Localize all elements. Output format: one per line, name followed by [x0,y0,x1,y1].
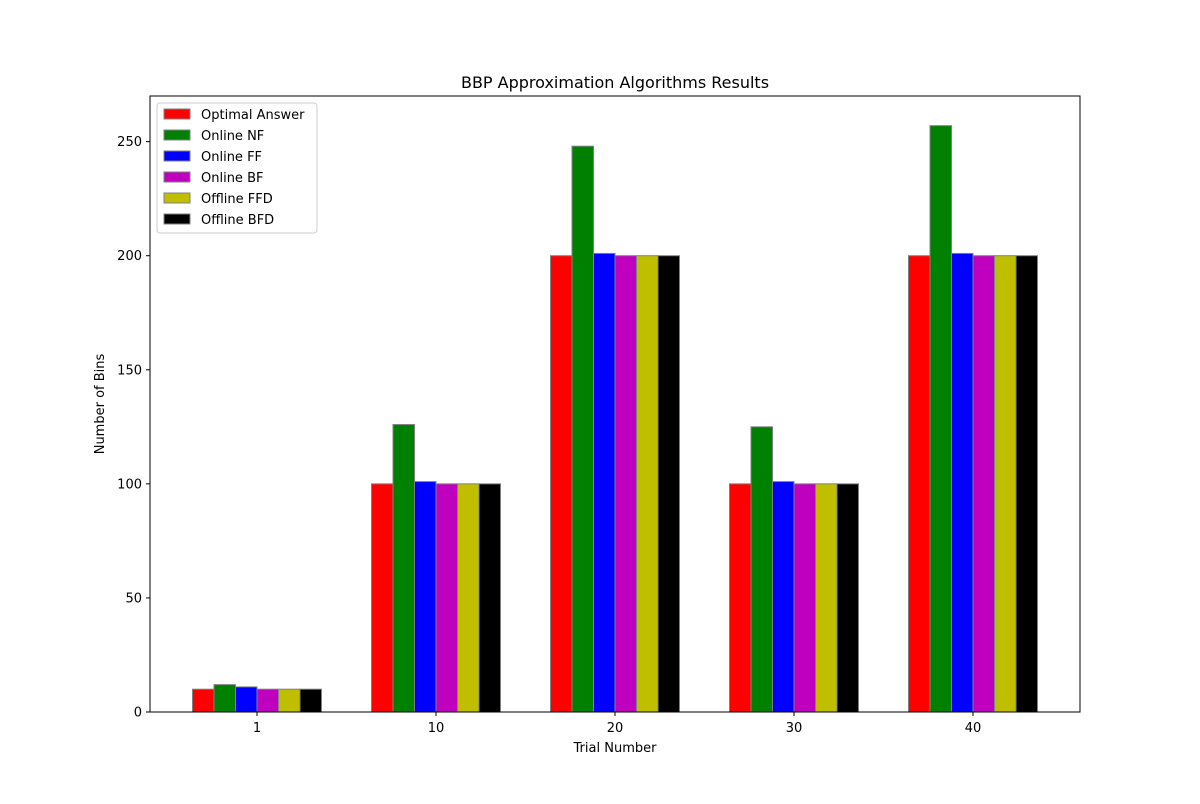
bar-online-nf-30 [750,426,773,713]
y-tick-label: 200 [117,249,142,264]
y-axis-label: Number of Bins [93,353,108,454]
x-tick-label: 1 [253,721,261,736]
x-axis-label: Trial Number [573,741,658,756]
bar-offline-ffd-40 [994,255,1017,713]
bars-group [192,125,1038,713]
bar-online-ff-1 [235,686,258,713]
bar-offline-ffd-30 [815,483,838,713]
x-tick-label: 30 [786,721,803,736]
bar-online-nf-1 [213,684,236,713]
y-tick-label: 100 [117,477,142,492]
bar-online-bf-20 [614,255,637,713]
bar-offline-ffd-10 [457,483,480,713]
bar-online-ff-20 [593,252,616,713]
legend-label: Online NF [201,129,264,144]
legend-label: Online BF [201,171,263,186]
bar-online-ff-10 [414,481,437,713]
legend-swatch [163,171,191,183]
bar-online-ff-30 [772,481,795,713]
chart-title: BBP Approximation Algorithms Results [461,73,769,92]
bar-online-bf-1 [256,688,279,713]
legend-swatch [163,129,191,141]
bar-online-bf-40 [972,255,995,713]
bar-online-bf-30 [793,483,816,713]
bar-online-ff-40 [951,252,974,713]
legend-swatch [163,150,191,162]
legend-swatch [163,192,191,204]
bar-optimal-answer-10 [371,483,394,713]
y-tick-label: 0 [134,706,142,721]
bar-optimal-answer-40 [908,255,931,713]
bar-offline-bfd-10 [478,483,501,713]
bar-online-nf-20 [571,145,594,713]
legend-label: Offline BFD [201,213,274,228]
bar-offline-bfd-30 [836,483,859,713]
x-tick-label: 40 [965,721,982,736]
legend-swatch [163,108,191,120]
x-tick-label: 10 [428,721,445,736]
legend-label: Online FF [201,150,262,165]
legend-swatch [163,213,191,225]
bar-offline-ffd-1 [278,688,301,713]
legend-label: Optimal Answer [201,108,305,123]
y-tick-label: 250 [117,135,142,150]
legend-label: Offline FFD [201,192,273,207]
y-tick-label: 50 [125,591,142,606]
bar-online-bf-10 [435,483,458,713]
legend: Optimal Answer Online NF Online FF Online B… [156,102,318,234]
bar-offline-bfd-20 [657,255,680,713]
bar-optimal-answer-20 [550,255,573,713]
bar-offline-ffd-20 [636,255,659,713]
y-tick-label: 150 [117,363,142,378]
bar-optimal-answer-1 [192,688,215,713]
legend-box [156,102,318,234]
bar-online-nf-40 [929,125,952,713]
bar-online-nf-10 [392,424,415,713]
x-axis-ticks: 1 10 20 30 40 [253,712,981,736]
y-axis-ticks: 0 50 100 150 200 250 [117,135,150,721]
x-tick-label: 20 [607,721,624,736]
bar-offline-bfd-1 [299,688,322,713]
bar-offline-bfd-40 [1015,255,1038,713]
bar-optimal-answer-30 [729,483,752,713]
